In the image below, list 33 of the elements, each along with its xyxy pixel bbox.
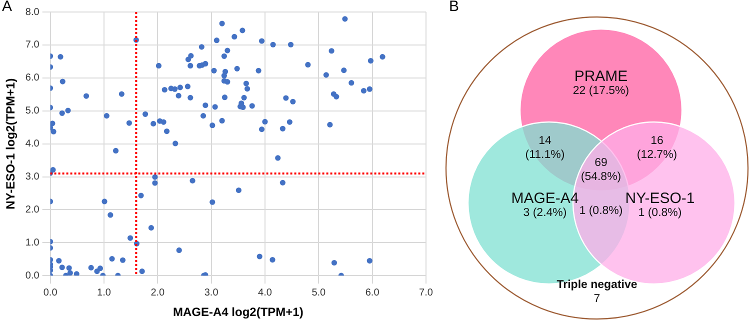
x-tick-label: 1.0 xyxy=(97,287,112,298)
text: B xyxy=(449,0,460,15)
y-axis-title: NY-ESO-1 log2(TPM+1) xyxy=(4,78,18,210)
y-tick-label: 2.0 xyxy=(25,204,40,216)
y-tick-label: 7.0 xyxy=(25,40,40,51)
x-axis-title: MAGE-A4 log2(TPM+1) xyxy=(172,305,304,320)
data-label: 22 (17.5%) xyxy=(572,85,630,97)
x-tick-label: 5.0 xyxy=(312,287,326,298)
y-tick-label: 5.0 xyxy=(25,106,40,117)
data-label: 3 (2.4%) xyxy=(523,207,567,219)
chart-title: A xyxy=(2,0,12,15)
x-tick-label: 4.0 xyxy=(258,287,272,298)
y-tick-label: 8.0 xyxy=(25,6,40,18)
text: 69 (54.8%) xyxy=(580,156,622,184)
text: 14 (11.1%) xyxy=(524,134,566,162)
x-tick-label: 0.0 xyxy=(43,287,58,298)
y-tick-label: 6.0 xyxy=(25,72,40,84)
category-label: NY-ESO-1 xyxy=(625,190,695,207)
category-label: MAGE-A4 xyxy=(511,190,579,207)
category-label: PRAME xyxy=(573,68,629,85)
text: 7 xyxy=(592,292,602,306)
data-label: 1 (0.8%) xyxy=(638,207,682,219)
y-tick-label: 4.0 xyxy=(25,138,40,150)
x-tick-label: 2.0 xyxy=(150,287,166,298)
y-tick-label: 0.0 xyxy=(25,270,40,282)
x-tick-label: 6.0 xyxy=(365,287,380,298)
text: Triple negative xyxy=(556,278,638,292)
x-tick-label: 3.0 xyxy=(204,287,219,298)
x-tick-label: 7.0 xyxy=(419,287,434,298)
y-tick-label: 1.0 xyxy=(25,237,40,248)
y-tick-label: 3.0 xyxy=(25,172,40,182)
text: 1 (0.8%) xyxy=(578,204,624,218)
text: 16 (12.7%) xyxy=(636,134,678,162)
